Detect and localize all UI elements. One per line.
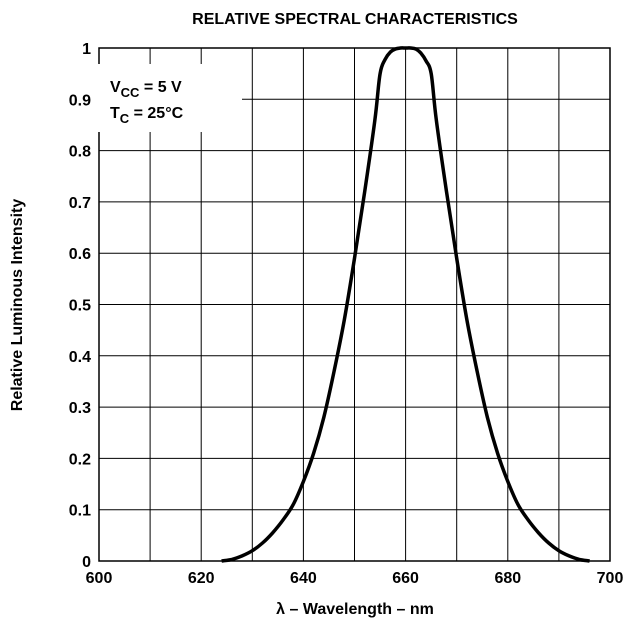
y-tick-label: 0.1 [69,503,91,520]
x-tick-label: 620 [188,570,215,587]
y-tick-label: 0.9 [69,92,91,109]
y-tick-label: 0.5 [69,298,91,315]
y-tick-label: 0.7 [69,195,91,212]
y-axis-label: Relative Luminous Intensity [9,199,26,412]
x-tick-label: 640 [290,570,317,587]
y-tick-label: 0.6 [69,246,91,263]
y-tick-label: 0.3 [69,400,91,417]
x-tick-label: 660 [392,570,419,587]
x-axis-label: λ – Wavelength – nm [276,601,434,618]
y-tick-label: 0 [82,554,91,571]
y-tick-label: 0.4 [69,349,91,366]
y-tick-label: 0.8 [69,144,91,161]
x-tick-label: 680 [494,570,521,587]
y-tick-label: 0.2 [69,451,91,468]
y-tick-label: 1 [82,41,91,58]
y-tick-labels: 0 0.1 0.2 0.3 0.4 0.5 0.6 0.7 0.8 0.9 1 [69,41,91,571]
x-tick-label: 600 [86,570,113,587]
x-tick-label: 700 [597,570,624,587]
chart-title: RELATIVE SPECTRAL CHARACTERISTICS [192,11,518,28]
x-tick-labels: 600 620 640 660 680 700 [86,570,624,587]
